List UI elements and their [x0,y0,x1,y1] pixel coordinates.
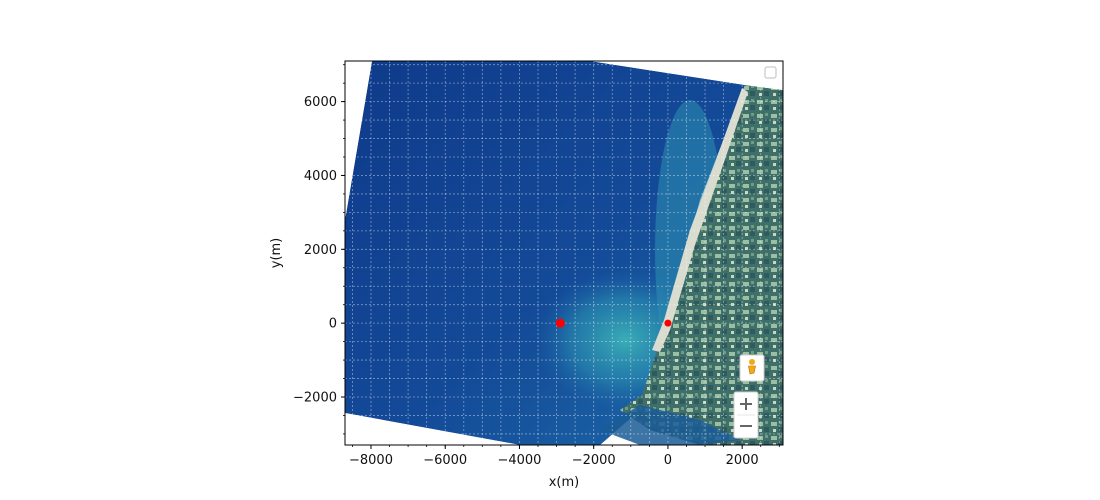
y-tick-label: 6000 [304,95,337,110]
y-tick-label: 4000 [304,169,337,184]
data-point [664,319,672,327]
x-axis-label: x(m) [549,475,580,490]
imagery-blank-nw [345,61,372,220]
pegman-control[interactable] [739,354,765,382]
y-tick-label: 2000 [304,243,337,258]
zoom-in-icon [740,398,752,410]
y-tick-label: 0 [329,317,337,332]
legend-box [764,66,777,79]
pegman-icon [748,359,756,375]
x-tick-label: 0 [664,453,672,468]
y-axis-label: y(m) [269,238,284,269]
estuary [600,405,740,445]
coastline-beach [652,88,748,352]
y-tick-label: −2000 [293,391,337,406]
x-tick-label: 2000 [726,453,759,468]
grid [345,61,783,445]
data-points [555,318,672,328]
imagery-blank-sw [345,413,520,445]
x-tick-label: −2000 [572,453,616,468]
data-point [555,318,565,328]
zoom-control [733,391,759,439]
zoom-in-button[interactable] [740,398,752,410]
x-tick-label: −6000 [423,453,467,468]
axes-frame [344,60,784,446]
imagery-blank-ne [590,61,783,90]
x-tick-label: −8000 [349,453,393,468]
x-tick-label: −4000 [497,453,541,468]
axis-ticks: −8000 −6000 −4000 −2000 0 2000 −2000 0 2000 4000 6… [293,64,780,468]
satellite-imagery [345,61,783,445]
